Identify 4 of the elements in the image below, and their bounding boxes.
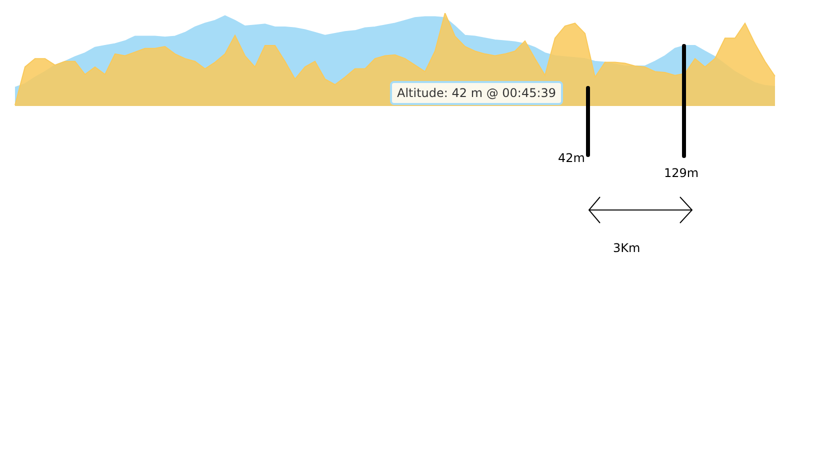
text: 129m [664, 166, 699, 180]
text: 42m [558, 151, 585, 165]
annotation: Altitude: 42 m @ 00:45:39 [390, 81, 564, 105]
text: 3Km [613, 241, 640, 255]
